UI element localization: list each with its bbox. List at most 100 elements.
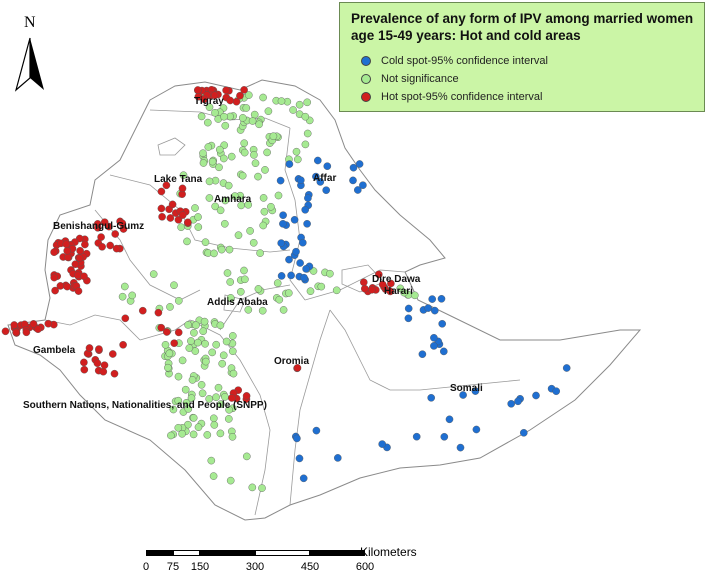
not-significant-dot [201,339,209,348]
hot-spot-dot [222,86,230,95]
not-significant-dot [214,383,223,392]
hot-spot-dot [157,323,165,332]
label-addis-ababa: Addis Ababa [207,297,268,308]
hot-spot-dot-icon [361,92,371,102]
not-significant-dot [301,112,310,121]
hot-spot-dot [44,319,53,328]
cold-spot-dot [312,172,320,181]
hot-spot-dot [119,225,128,233]
legend-item-cold: Cold spot-95% confidence interval [361,54,548,68]
not-significant-dot [189,414,198,422]
label-benishangul: Benishangul-Gumz [53,221,144,232]
not-significant-dot [199,149,207,157]
label-somali: Somali [450,383,483,394]
not-significant-dot [263,148,271,157]
scale-tick: 150 [190,561,210,573]
hot-spot-dot [157,204,166,213]
survey-clusters [1,86,571,492]
hot-spot-dot [112,244,121,253]
not-significant-dot [187,337,195,345]
hot-spot-dot [360,284,369,293]
not-significant-dot [306,287,315,296]
cold-spot-dot [279,211,287,219]
cold-spot-dot [277,272,286,280]
not-significant-dot [231,192,239,200]
legend-label-hot: Hot spot-95% confidence interval [381,91,543,103]
hot-spot-dot [154,308,163,317]
not-significant-dot [198,389,207,398]
not-significant-dot [178,429,186,438]
label-dire-dawa: Dire Dawa [372,274,421,285]
cold-spot-dot [412,432,421,441]
label-gambela: Gambela [33,345,76,356]
hot-spot-dot [378,280,387,289]
cold-spot-dot [277,239,286,247]
hot-spot-dot [74,287,83,295]
hot-spot-dot [93,359,102,368]
hot-spot-dot [100,361,109,370]
not-significant-dot [179,171,188,179]
cold-spot-dot [439,347,448,356]
not-significant-dot [228,432,237,441]
hot-spot-dot [242,392,251,400]
hot-spot-dot [386,287,395,296]
hot-spot-dot [80,365,89,374]
not-significant-dot [400,288,408,297]
legend-title: Prevalence of any form of IPV among marr… [351,10,695,44]
not-significant-dot [217,400,225,408]
not-significant-dot [199,159,208,167]
not-significant-dot [254,172,262,181]
not-significant-dot [197,380,206,389]
not-significant-dot [216,429,225,438]
cold-spot-dot [302,265,310,273]
hot-spot-dot [1,327,10,336]
not-significant-dot [184,321,192,329]
cold-spot-dot [456,443,465,452]
not-significant-dot [197,112,206,121]
hot-spot-dot [51,286,59,295]
cold-spot-dot [440,432,449,441]
hot-spot-dot [240,86,248,94]
hot-spot-dot [93,220,102,228]
cold-spot-dot [507,399,516,408]
not-significant-dot [249,238,258,247]
cold-spot-dot [430,333,438,342]
not-significant-dot [261,166,269,174]
not-significant-dot [209,472,218,480]
not-significant-dot [244,200,252,209]
not-significant-dot [279,306,288,314]
not-significant-dot [181,385,190,394]
hot-spot-dot [157,187,166,196]
not-significant-dot [189,430,198,439]
not-significant-dot [212,393,220,402]
not-significant-dot [238,114,247,122]
not-significant-dot [289,106,297,114]
hot-spot-dot [121,314,130,323]
cold-spot-dot [472,425,481,434]
hot-spot-dot [387,279,395,288]
not-significant-dot [169,405,178,414]
hot-spot-dot [183,218,192,227]
not-significant-dot [254,285,263,293]
not-significant-dot [165,349,174,358]
not-significant-dot [170,281,178,290]
not-significant-dot [219,154,228,163]
cold-spot-dot [404,314,413,323]
not-significant-dot [118,292,127,301]
hot-spot-dot [178,211,187,219]
not-significant-dot [264,107,273,115]
not-significant-dot [226,294,235,302]
cold-spot-dot [296,259,304,267]
hot-spot-dot [374,270,383,279]
not-significant-dot [251,159,260,167]
cold-spot-dot [418,350,427,359]
not-significant-dot [228,347,237,356]
hot-spot-dot [162,181,171,190]
hot-spot-dot [62,240,71,248]
not-significant-dot [178,356,187,365]
not-significant-dot [201,238,210,246]
hot-spot-dot [75,254,84,262]
hot-spot-dot [74,271,82,280]
